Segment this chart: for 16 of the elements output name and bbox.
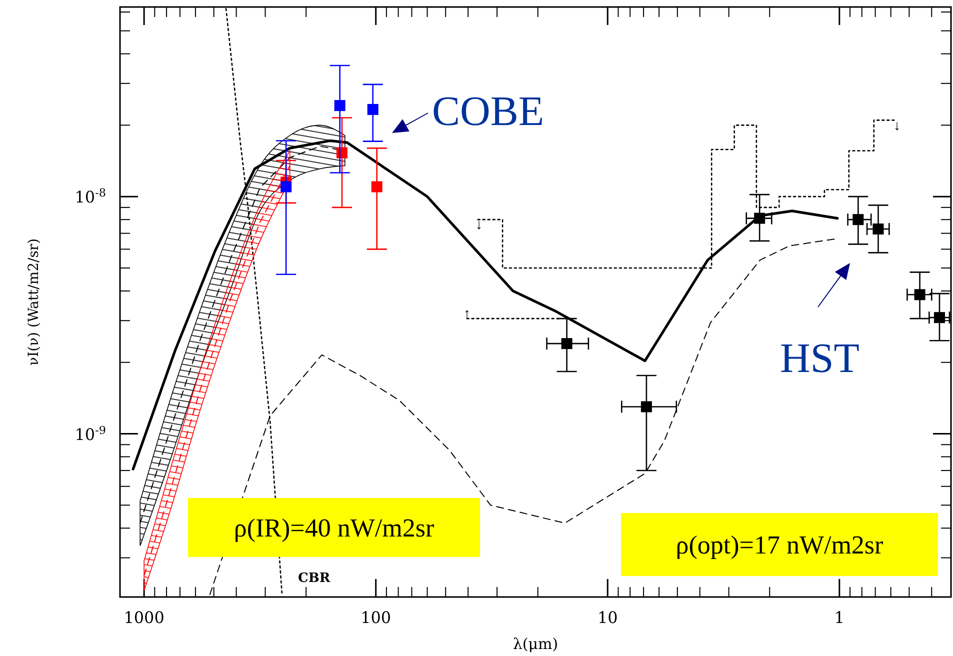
annotation: ↓	[894, 119, 900, 134]
annotation: ρ(IR)=40 nW/m2sr	[234, 514, 434, 542]
annotation: ρ(opt)=17 nW/m2sr	[676, 530, 884, 560]
y-tick-label: 10$^{-9}$	[74, 423, 106, 444]
x-tick-label: 1	[834, 608, 844, 627]
y-tick-label: 10$^{-8}$	[74, 186, 106, 207]
x-tick-label: 10	[597, 608, 618, 627]
annotation: CBR	[298, 571, 330, 586]
annotation: HST	[780, 336, 860, 382]
annotation: COBE	[432, 89, 544, 135]
annotation: ↓	[476, 218, 482, 233]
annotation: ↑	[464, 307, 470, 322]
x-tick-label: 1000	[124, 608, 164, 627]
x-tick-label: 100	[360, 608, 392, 627]
y-axis-title: νI(ν) (Watt/m2/sr)	[26, 238, 42, 366]
x-axis-title: λ(μm)	[512, 635, 558, 653]
